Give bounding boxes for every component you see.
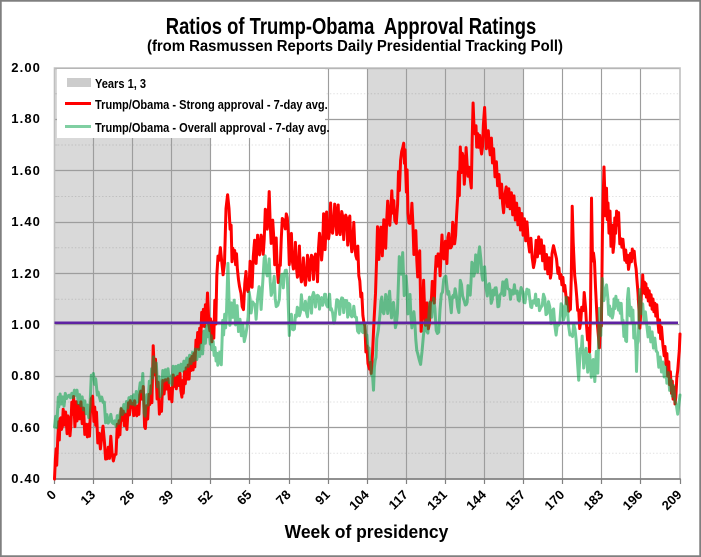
svg-text:144: 144 [463, 486, 489, 512]
svg-text:65: 65 [234, 487, 255, 508]
svg-text:26: 26 [116, 487, 137, 508]
svg-text:39: 39 [156, 487, 177, 508]
svg-text:0: 0 [43, 487, 59, 503]
svg-text:157: 157 [502, 487, 528, 513]
svg-text:170: 170 [541, 487, 567, 513]
svg-text:13: 13 [77, 487, 98, 508]
svg-text:117: 117 [385, 487, 410, 512]
svg-text:209: 209 [659, 487, 685, 513]
svg-text:78: 78 [273, 487, 294, 508]
svg-text:196: 196 [620, 487, 646, 513]
svg-text:183: 183 [580, 487, 606, 513]
svg-text:91: 91 [312, 487, 333, 508]
svg-text:52: 52 [195, 487, 216, 508]
svg-text:131: 131 [424, 487, 450, 513]
svg-text:104: 104 [346, 486, 372, 512]
